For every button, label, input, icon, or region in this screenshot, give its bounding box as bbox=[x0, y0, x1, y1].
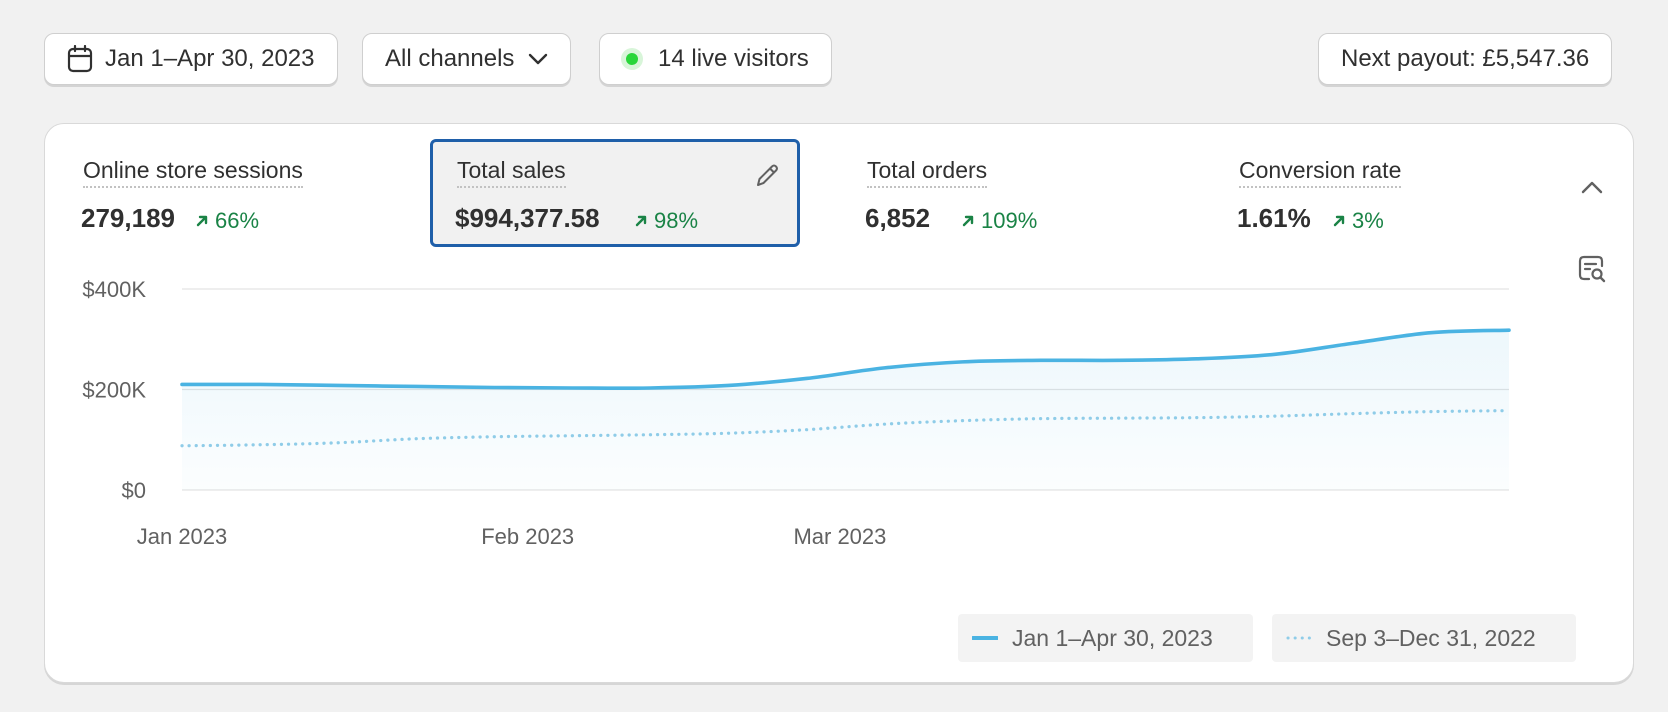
metric-change-value: 109% bbox=[981, 208, 1038, 233]
live-visitors-label: 14 live visitors bbox=[658, 45, 809, 72]
metric-change: 109% bbox=[961, 208, 1037, 234]
legend-label: Jan 1–Apr 30, 2023 bbox=[1012, 624, 1213, 651]
pencil-icon[interactable] bbox=[753, 162, 781, 195]
legend-label: Sep 3–Dec 31, 2022 bbox=[1326, 624, 1536, 651]
x-tick-label: Jan 2023 bbox=[137, 524, 228, 549]
metric-change-value: 98% bbox=[654, 208, 699, 233]
metric-change: 98% bbox=[634, 208, 698, 234]
sales-line-chart: $0 $200K $400K Jan 2023 Feb 2023 Mar 2023 bbox=[82, 277, 1511, 549]
metric-label: Online store sessions bbox=[83, 157, 303, 188]
legend-dotted-line-icon bbox=[1286, 636, 1312, 640]
x-tick-label: Feb 2023 bbox=[481, 524, 574, 549]
metric-online-store-sessions[interactable]: Online store sessions 279,189 66% bbox=[45, 139, 415, 247]
series-line-comparison bbox=[180, 409, 1511, 448]
arrow-up-right-icon bbox=[962, 215, 974, 227]
metric-change: 3% bbox=[1332, 208, 1384, 234]
arrow-up-right-icon bbox=[635, 215, 647, 227]
y-tick-label: $0 bbox=[122, 478, 146, 503]
series-line-current bbox=[180, 328, 1511, 390]
y-tick-label: $200K bbox=[82, 378, 146, 403]
calendar-icon bbox=[67, 45, 93, 73]
legend-current-period[interactable]: Jan 1–Apr 30, 2023 bbox=[958, 614, 1253, 662]
date-range-button[interactable]: Jan 1–Apr 30, 2023 bbox=[44, 33, 338, 85]
metric-change-value: 66% bbox=[215, 208, 260, 233]
y-tick-label: $400K bbox=[82, 277, 146, 302]
metric-change-value: 3% bbox=[1352, 208, 1384, 233]
legend-comparison-period[interactable]: Sep 3–Dec 31, 2022 bbox=[1272, 614, 1576, 662]
chevron-up-icon[interactable] bbox=[1581, 180, 1603, 199]
metric-total-orders[interactable]: Total orders 6,852 109% bbox=[829, 139, 1199, 247]
live-status-dot bbox=[626, 53, 638, 65]
metric-change: 66% bbox=[195, 208, 259, 234]
metric-label: Total sales bbox=[457, 157, 566, 188]
metric-label: Conversion rate bbox=[1239, 157, 1402, 188]
metric-value: 1.61% bbox=[1237, 203, 1311, 233]
x-tick-label: Mar 2023 bbox=[793, 524, 886, 549]
chevron-down-icon bbox=[528, 53, 548, 65]
analytics-card: Online store sessions 279,189 66% Total … bbox=[44, 123, 1634, 683]
live-visitors-button[interactable]: 14 live visitors bbox=[599, 33, 832, 85]
next-payout-label: Next payout: £5,547.36 bbox=[1341, 45, 1590, 72]
metric-value: 6,852 bbox=[865, 203, 931, 233]
legend-solid-line-icon bbox=[972, 636, 998, 640]
metric-label: Total orders bbox=[867, 157, 988, 188]
arrow-up-right-icon bbox=[196, 215, 208, 227]
series-area-fill bbox=[182, 330, 1509, 490]
metric-value: $994,377.58 bbox=[455, 203, 600, 233]
arrow-up-right-icon bbox=[1333, 215, 1345, 227]
channels-dropdown[interactable]: All channels bbox=[362, 33, 572, 85]
metric-conversion-rate[interactable]: Conversion rate 1.61% 3% bbox=[1201, 139, 1571, 247]
channels-label: All channels bbox=[385, 45, 515, 72]
chart-search-icon[interactable] bbox=[1577, 254, 1607, 289]
next-payout-button[interactable]: Next payout: £5,547.36 bbox=[1318, 33, 1613, 85]
metric-total-sales[interactable]: Total sales $994,377.58 98% bbox=[430, 139, 800, 247]
metric-value: 279,189 bbox=[81, 203, 175, 233]
date-range-label: Jan 1–Apr 30, 2023 bbox=[105, 45, 315, 72]
